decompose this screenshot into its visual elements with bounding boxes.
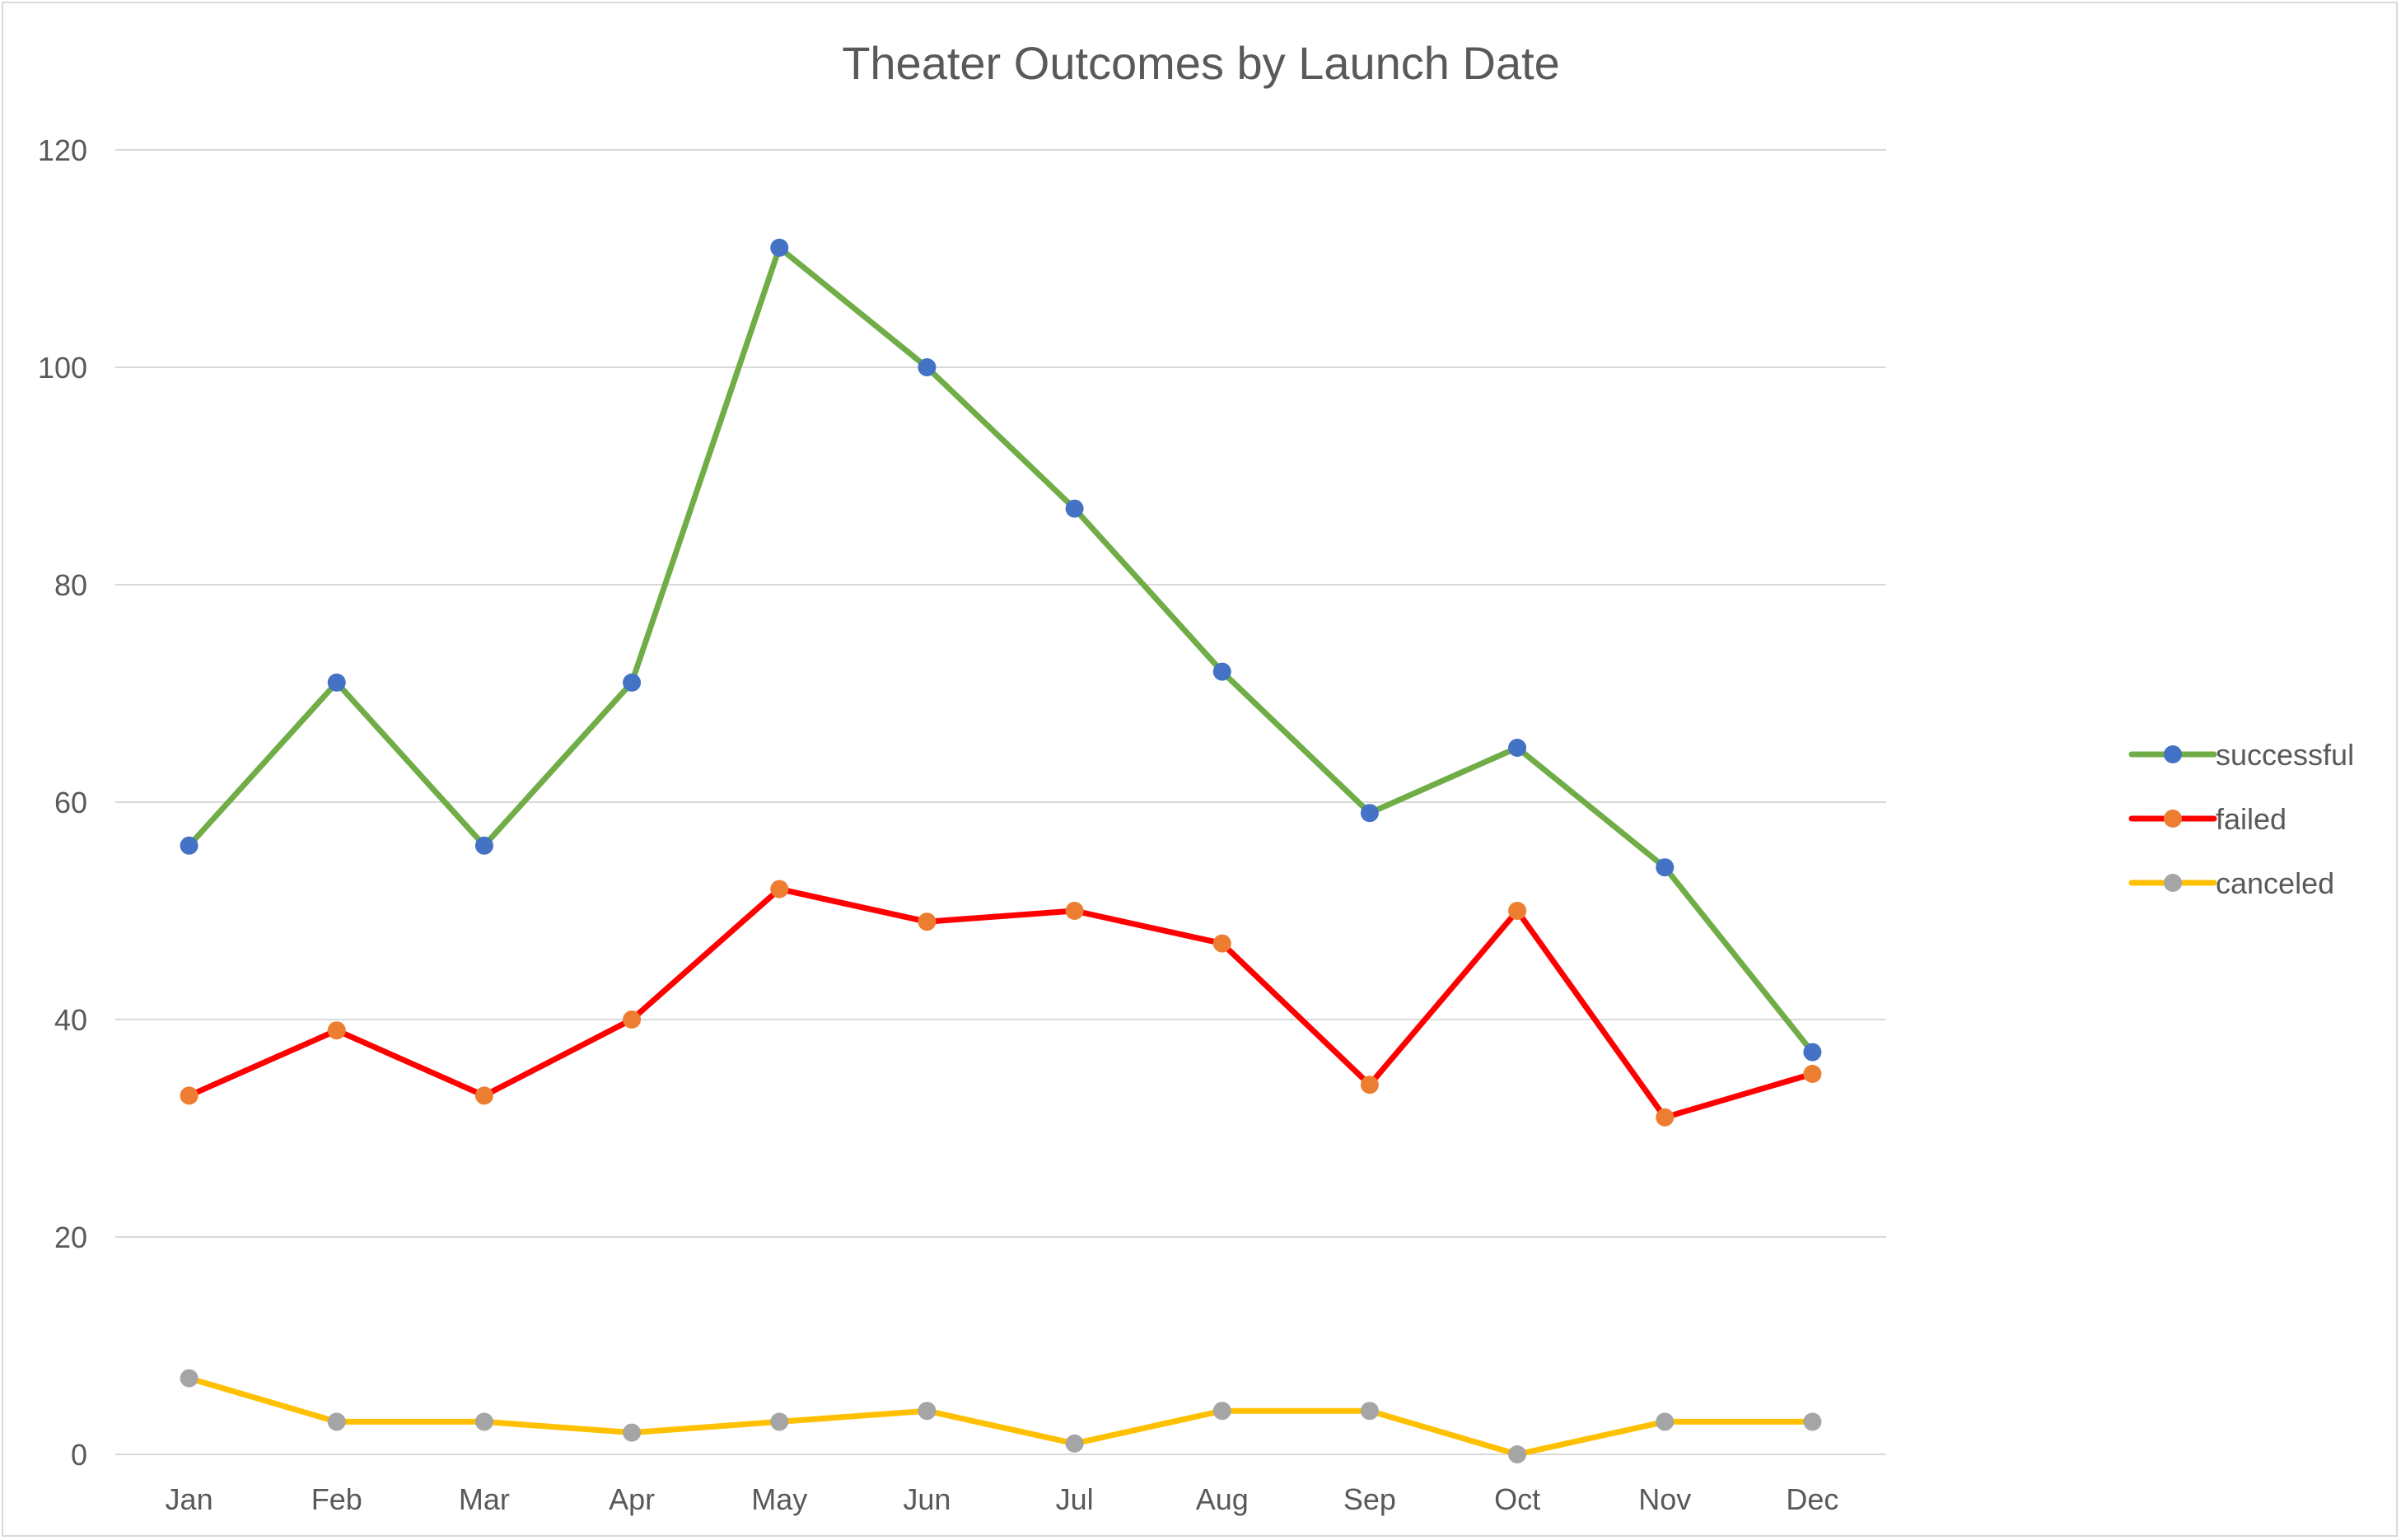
data-point-canceled	[1508, 1445, 1527, 1463]
data-point-successful	[1212, 662, 1231, 681]
legend-item-successful: successful	[2128, 738, 2354, 772]
data-point-failed	[180, 1086, 199, 1105]
data-point-successful	[1065, 499, 1084, 518]
gridlines	[115, 149, 1886, 1455]
data-point-failed	[1065, 902, 1084, 920]
series-successful	[180, 238, 1822, 1062]
y-tick-label: 20	[54, 1220, 87, 1254]
x-tick-label: Nov	[1638, 1482, 1691, 1516]
data-point-failed	[1656, 1108, 1675, 1127]
data-point-successful	[1508, 739, 1527, 757]
data-point-canceled	[918, 1402, 937, 1421]
data-point-successful	[327, 673, 346, 692]
data-point-successful	[1360, 804, 1379, 823]
x-axis-ticks: Jan Feb Mar Apr May Jun Jul Aug Sep Oct Nov Dec	[166, 1482, 1839, 1516]
data-point-failed	[918, 912, 937, 931]
legend-marker	[2164, 745, 2182, 763]
series-failed	[180, 880, 1822, 1127]
y-tick-label: 40	[54, 1003, 87, 1037]
data-point-failed	[770, 880, 789, 898]
data-point-canceled	[1360, 1402, 1379, 1421]
data-point-failed	[1508, 902, 1527, 920]
data-point-successful	[1803, 1043, 1822, 1062]
data-point-canceled	[770, 1412, 789, 1431]
data-point-canceled	[1212, 1402, 1231, 1421]
x-tick-label: Oct	[1494, 1482, 1540, 1516]
data-point-canceled	[1065, 1434, 1084, 1453]
y-tick-label: 0	[71, 1438, 87, 1472]
x-tick-label: Sep	[1343, 1482, 1396, 1516]
legend-marker	[2164, 874, 2182, 892]
data-point-failed	[1360, 1076, 1379, 1094]
data-point-failed	[474, 1086, 493, 1105]
x-tick-label: Mar	[459, 1482, 510, 1516]
legend-item-canceled: canceled	[2128, 866, 2334, 900]
data-point-failed	[1212, 934, 1231, 953]
data-point-successful	[474, 836, 493, 855]
x-tick-label: Dec	[1786, 1482, 1838, 1516]
data-point-canceled	[1803, 1412, 1822, 1431]
legend: successful failed canceled	[2128, 738, 2354, 900]
legend-label: failed	[2216, 802, 2287, 836]
series-line-successful	[186, 245, 1815, 1056]
chart-title: Theater Outcomes by Launch Date	[842, 37, 1560, 89]
x-tick-label: May	[751, 1482, 807, 1516]
y-axis-ticks: 0 20 40 60 80 100 120	[38, 133, 87, 1472]
x-tick-label: Jun	[903, 1482, 951, 1516]
data-point-canceled	[327, 1412, 346, 1431]
x-tick-label: Aug	[1196, 1482, 1249, 1516]
series-line-canceled	[186, 1375, 1815, 1458]
data-point-successful	[1656, 858, 1675, 877]
series-line-failed	[186, 886, 1815, 1121]
legend-label: successful	[2216, 738, 2354, 772]
y-tick-label: 120	[38, 133, 87, 167]
data-point-failed	[1803, 1065, 1822, 1083]
legend-marker	[2164, 810, 2182, 828]
data-point-canceled	[474, 1412, 493, 1431]
data-point-successful	[770, 238, 789, 257]
x-tick-label: Apr	[609, 1482, 655, 1516]
data-point-canceled	[623, 1423, 642, 1442]
data-point-successful	[180, 836, 199, 855]
legend-item-failed: failed	[2128, 802, 2287, 836]
series-canceled	[180, 1369, 1822, 1463]
x-tick-label: Jul	[1056, 1482, 1094, 1516]
data-point-canceled	[180, 1369, 199, 1388]
x-tick-label: Feb	[311, 1482, 362, 1516]
data-point-failed	[327, 1021, 346, 1040]
series-group	[180, 238, 1822, 1463]
legend-label: canceled	[2216, 866, 2334, 900]
data-point-canceled	[1656, 1412, 1675, 1431]
data-point-failed	[623, 1010, 642, 1029]
y-tick-label: 60	[54, 786, 87, 819]
data-point-successful	[918, 358, 937, 376]
y-tick-label: 80	[54, 568, 87, 602]
data-point-successful	[623, 673, 642, 692]
y-tick-label: 100	[38, 351, 87, 385]
x-tick-label: Jan	[166, 1482, 213, 1516]
